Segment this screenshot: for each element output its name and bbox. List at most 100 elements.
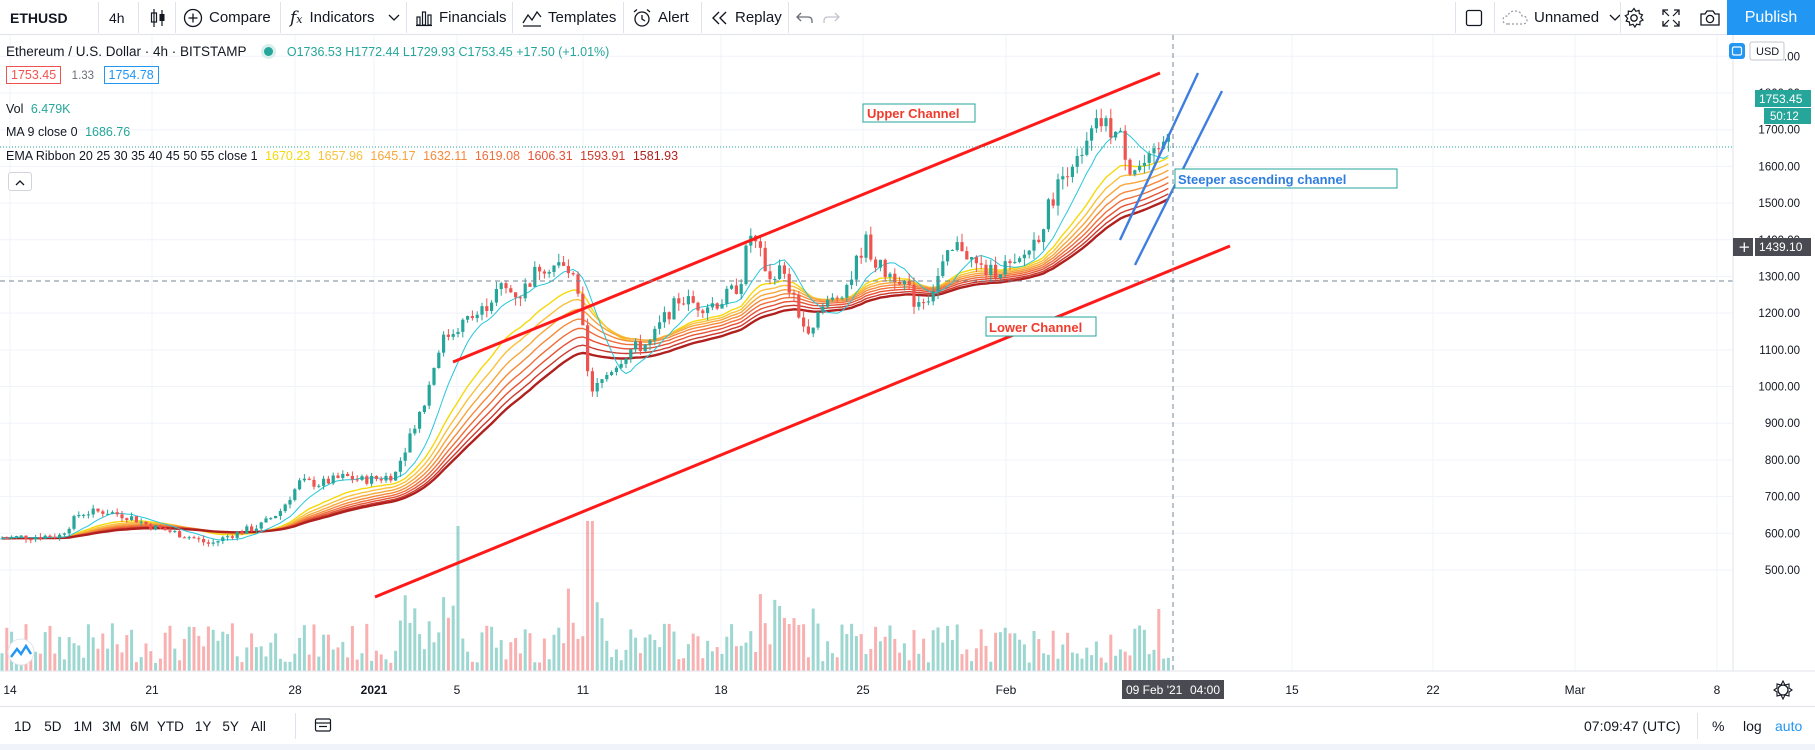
alert-button[interactable]: Alert (632, 0, 689, 35)
top-toolbar: ETHUSD 4h Compare fx Indicators Financia… (0, 0, 1815, 35)
cloud-icon (1502, 9, 1528, 26)
candle-body (504, 283, 508, 289)
calendar-range-icon (314, 717, 332, 736)
ask-price[interactable]: 1754.78 (103, 66, 159, 84)
crosshair-time-badge: 09 Feb '21 04:00 (1122, 680, 1224, 699)
ema-ribbon-line (2, 156, 1169, 540)
clock-timezone[interactable]: 07:09:47 (UTC) (1584, 707, 1680, 745)
candle-body (797, 294, 801, 318)
settings-button[interactable] (1623, 0, 1645, 35)
financials-button[interactable]: Financials (415, 0, 507, 35)
volume-bar (730, 624, 734, 671)
price-chart[interactable]: 1900.001800.001700.001600.001500.001400.… (0, 35, 1815, 706)
replay-button[interactable]: Replay (711, 0, 782, 35)
chart-style-button[interactable] (149, 0, 167, 35)
vol-label[interactable]: Vol (6, 102, 24, 116)
volume-bar (979, 629, 983, 671)
plus-circle-icon (183, 8, 203, 28)
compare-button[interactable]: Compare (183, 0, 271, 35)
volume-bar (365, 623, 369, 671)
range-button-ytd[interactable]: YTD (156, 718, 184, 734)
range-button-1m[interactable]: 1M (73, 718, 93, 734)
log-scale-toggle[interactable]: log (1743, 707, 1762, 745)
volume-bar (1066, 632, 1070, 671)
ema-value-7: 1593.91 (580, 149, 626, 163)
volume-bar (398, 620, 402, 671)
layout-name-button[interactable]: Unnamed (1502, 0, 1621, 35)
candle-body (1085, 140, 1089, 155)
volume-bar (715, 647, 719, 671)
goto-date-button[interactable] (314, 707, 332, 745)
snapshot-button[interactable] (1699, 0, 1721, 35)
candle-body (1090, 128, 1094, 141)
volume-bar (629, 629, 633, 671)
candle-body (850, 279, 854, 285)
ma-label[interactable]: MA 9 close 0 (6, 125, 78, 139)
candle-body (883, 259, 887, 278)
candle-body (475, 314, 479, 319)
candle-body (211, 542, 215, 544)
symbol-title[interactable]: Ethereum / U.S. Dollar · 4h · BITSTAMP (6, 44, 247, 59)
candle-body (773, 278, 777, 280)
candle-body (379, 478, 383, 481)
range-button-3m[interactable]: 3M (102, 718, 122, 734)
volume-bar (384, 659, 388, 671)
candle-body (1027, 250, 1031, 255)
percent-scale-toggle[interactable]: % (1712, 707, 1724, 745)
range-button-1y[interactable]: 1Y (194, 718, 212, 734)
fullscreen-layout-button[interactable] (1465, 0, 1483, 35)
candle-body (10, 536, 14, 539)
volume-bar (518, 653, 522, 671)
ema-value-6: 1606.31 (527, 149, 573, 163)
candle-body (370, 476, 374, 484)
auto-scale-toggle[interactable]: auto (1775, 707, 1802, 745)
interval-button[interactable]: 4h (109, 0, 125, 35)
volume-bar (1094, 641, 1098, 671)
range-button-1d[interactable]: 1D (14, 718, 32, 734)
candle-body (1051, 199, 1055, 206)
indicators-button[interactable]: fx Indicators (290, 0, 375, 35)
templates-button[interactable]: Templates (522, 0, 616, 35)
volume-bar (643, 637, 647, 671)
volume-bar (840, 624, 844, 671)
ema-ribbon-label[interactable]: EMA Ribbon 20 25 30 35 40 45 50 55 close… (6, 149, 258, 163)
candle-body (43, 535, 47, 539)
bid-price[interactable]: 1753.45 (6, 66, 62, 84)
price-tick-label: 900.00 (1765, 418, 1800, 430)
redo-button[interactable] (822, 0, 840, 35)
candle-body (120, 514, 124, 519)
candle-body (336, 475, 340, 478)
volume-bar (696, 636, 700, 671)
time-tick-label: 21 (145, 683, 159, 697)
symbol-search-button[interactable]: ETHUSD (10, 0, 68, 35)
usd-currency-badge[interactable]: USD (1729, 41, 1785, 61)
range-button-5y[interactable]: 5Y (222, 718, 239, 734)
volume-bar (418, 634, 422, 671)
candle-body (302, 478, 306, 481)
range-button-5d[interactable]: 5D (44, 718, 62, 734)
candle-body (38, 537, 42, 539)
candle-body (360, 476, 364, 480)
range-button-all[interactable]: All (250, 718, 266, 734)
volume-bar (187, 626, 191, 671)
collapse-legend-button[interactable] (8, 172, 32, 191)
volume-bar (797, 624, 801, 671)
chart-settings-button[interactable] (1773, 679, 1793, 701)
price-tick-label: 600.00 (1765, 528, 1800, 540)
volume-bar (1142, 629, 1146, 671)
candle-body (24, 535, 28, 540)
volume-bar (1085, 647, 1089, 671)
volume-bar (77, 645, 81, 671)
indicators-dropdown-button[interactable] (388, 0, 400, 35)
candle-body (1075, 155, 1079, 167)
candle-body (946, 250, 950, 262)
candle-body (466, 316, 470, 320)
candle-body (139, 521, 143, 523)
fullscreen-button[interactable] (1662, 0, 1680, 35)
publish-button[interactable]: Publish (1727, 0, 1815, 35)
candle-body (1114, 131, 1118, 138)
range-button-6m[interactable]: 6M (130, 718, 149, 734)
undo-button[interactable] (796, 0, 814, 35)
volume-bar (480, 632, 484, 671)
volume-bar (259, 646, 263, 671)
